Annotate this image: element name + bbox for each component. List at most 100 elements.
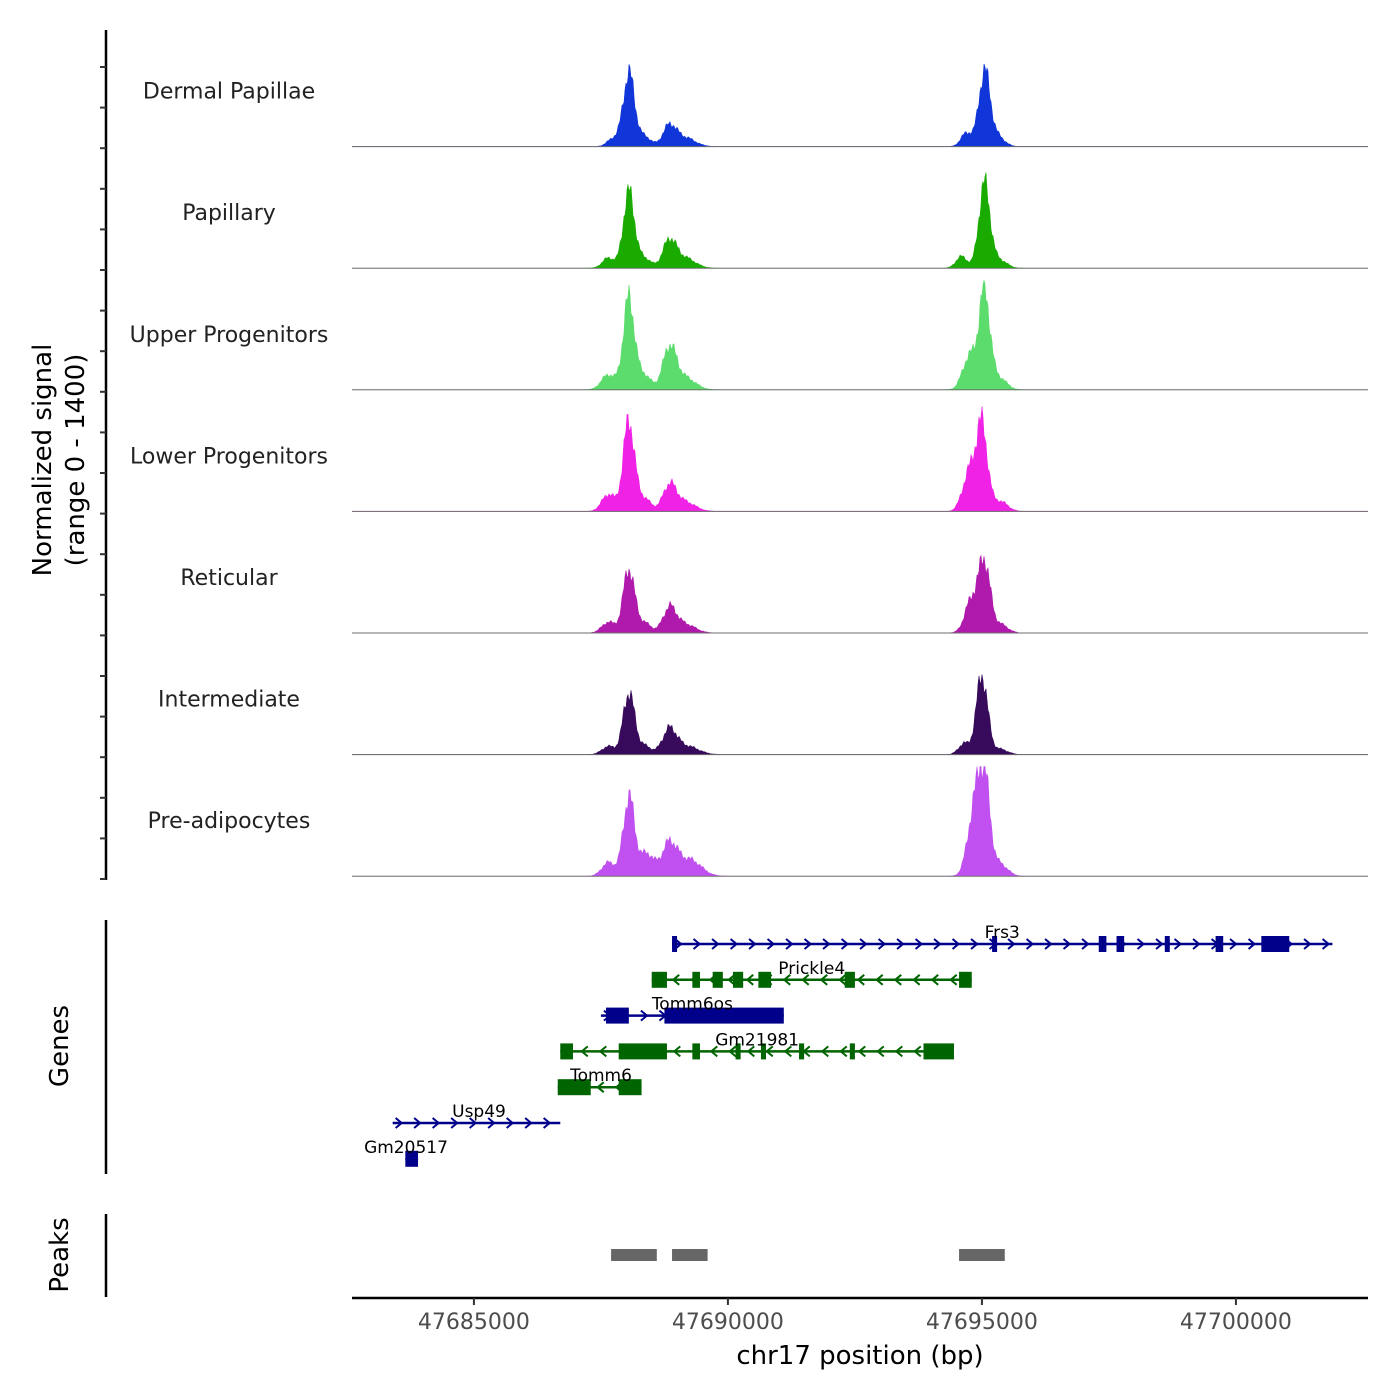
track-label: Dermal Papillae <box>143 80 315 105</box>
strand-arrow <box>505 1117 515 1129</box>
gene-label: Tomm6 <box>569 1066 632 1086</box>
peak-track <box>104 1214 1005 1297</box>
strand-arrow <box>893 974 902 986</box>
strand-arrow <box>711 938 720 950</box>
signal-area <box>352 172 1368 269</box>
strand-arrow <box>933 938 942 950</box>
strand-arrow <box>801 974 810 986</box>
x-tick-label: 47690000 <box>672 1310 784 1335</box>
gene-gm21981: Gm21981 <box>560 1030 954 1060</box>
strand-arrow <box>783 1045 792 1058</box>
strand-arrow <box>820 1045 829 1058</box>
gene-label: Gm21981 <box>715 1030 799 1050</box>
strand-arrow <box>839 1045 848 1058</box>
exon <box>1098 936 1107 952</box>
exon <box>733 971 744 988</box>
y-axis-range: (range 0 - 1400) <box>61 354 91 567</box>
exon <box>405 1150 419 1167</box>
exon <box>1116 936 1125 952</box>
exon <box>849 1043 855 1060</box>
strand-arrow <box>894 1045 903 1058</box>
track-pre-adipocytes: Pre-adipocytes <box>148 766 1368 877</box>
strand-arrow <box>745 974 754 986</box>
exon <box>712 971 723 988</box>
exon <box>618 1079 642 1096</box>
exon <box>606 1007 629 1024</box>
strand-arrow <box>840 938 850 950</box>
y-axis-title: Normalized signal <box>28 344 58 577</box>
strand-arrow <box>896 938 905 950</box>
gene-label: Tomm6os <box>651 995 733 1015</box>
strand-arrow <box>1321 938 1331 950</box>
exon <box>651 971 667 988</box>
exon <box>618 1043 667 1060</box>
strand-arrow <box>413 1117 422 1129</box>
signal-tracks: Dermal Papillae Papillary Upper Progenitor… <box>100 30 1368 880</box>
strand-arrow <box>729 938 739 950</box>
strand-arrow <box>930 974 939 986</box>
strand-arrow <box>951 938 961 950</box>
strand-arrow <box>876 1045 885 1058</box>
signal-area <box>352 63 1368 147</box>
exon <box>959 971 972 988</box>
track-label: Intermediate <box>158 688 300 713</box>
track-reticular: Reticular <box>180 554 1368 634</box>
exon <box>692 1043 700 1060</box>
signal-area <box>352 406 1368 512</box>
strand-arrow <box>596 1081 605 1093</box>
strand-arrow <box>819 974 828 986</box>
strand-arrow <box>1173 938 1183 950</box>
strand-arrow <box>785 938 794 950</box>
x-tick-label: 47685000 <box>418 1310 530 1335</box>
track-dermal-papillae: Dermal Papillae <box>143 63 1368 148</box>
exon <box>560 1043 573 1060</box>
gene-label: Frs3 <box>985 923 1020 943</box>
strand-arrow <box>914 938 924 950</box>
strand-arrow <box>803 938 813 950</box>
exon <box>1261 936 1290 952</box>
exon <box>758 971 772 988</box>
strand-arrow <box>856 974 865 986</box>
x-axis-title: chr17 position (bp) <box>736 1341 983 1371</box>
track-intermediate: Intermediate <box>158 674 1368 756</box>
track-label: Pre-adipocytes <box>148 809 311 834</box>
strand-arrow <box>524 1117 533 1129</box>
strand-arrow <box>542 1117 552 1129</box>
gene-tomm6: Tomm6 <box>557 1066 642 1096</box>
strand-arrow <box>875 974 884 986</box>
strand-arrow <box>970 938 979 950</box>
exon <box>672 936 678 952</box>
strand-arrow <box>487 1117 496 1129</box>
exon <box>1164 936 1170 952</box>
exon <box>760 1043 767 1060</box>
track-label: Lower Progenitors <box>130 444 328 469</box>
strand-arrow <box>857 1045 866 1058</box>
signal-area <box>352 554 1368 634</box>
exon <box>844 971 855 988</box>
gene-tomm6os: Tomm6os <box>600 995 784 1024</box>
strand-arrow <box>640 1009 649 1022</box>
gene-label: Prickle4 <box>778 959 845 979</box>
strand-arrow <box>1192 938 1201 950</box>
strand-arrow <box>912 974 921 986</box>
strand-arrow <box>838 974 847 986</box>
strand-arrow <box>1229 938 1238 950</box>
strand-arrow <box>1247 938 1257 950</box>
strand-arrow <box>671 974 680 986</box>
gene-gm20517: Gm20517 <box>364 1138 448 1167</box>
strand-arrow <box>782 974 791 986</box>
strand-arrow <box>1044 938 1053 950</box>
genes-axis-title: Genes <box>45 1005 75 1087</box>
signal-area <box>352 280 1368 391</box>
signal-area <box>352 766 1368 877</box>
track-lower-progenitors: Lower Progenitors <box>130 406 1368 512</box>
gene-frs3: Frs3 <box>672 923 1333 952</box>
strand-arrow <box>672 1045 681 1058</box>
strand-arrow <box>1136 938 1146 950</box>
track-papillary: Papillary <box>182 172 1368 269</box>
strand-arrow <box>450 1117 459 1129</box>
gene-usp49: Usp49 <box>392 1102 561 1129</box>
strand-arrow <box>468 1117 478 1129</box>
exon <box>692 971 700 988</box>
strand-arrow <box>822 938 831 950</box>
